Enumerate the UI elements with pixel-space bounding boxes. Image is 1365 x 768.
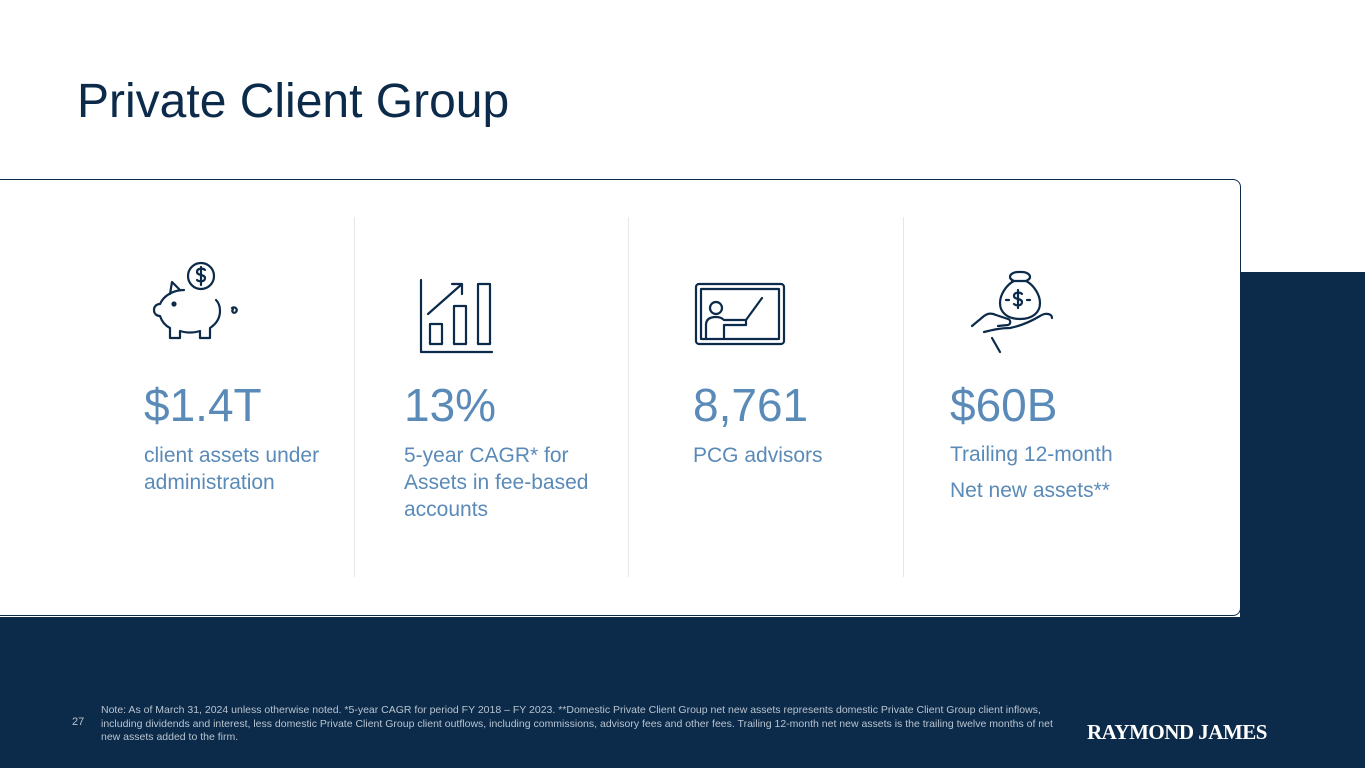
stat-label-line: client assets under <box>144 444 320 467</box>
stat-label-line: PCG advisors <box>693 444 823 467</box>
stat-value: $1.4T <box>144 379 262 431</box>
stat-value: 8,761 <box>693 379 809 431</box>
navy-band-bottom <box>0 617 1365 768</box>
stat-label-line: accounts <box>404 498 489 521</box>
stat-label-line: Net new assets** <box>950 479 1110 502</box>
growth-chart-icon <box>419 278 494 354</box>
piggy-bank-icon <box>152 261 238 340</box>
stat-label-line: administration <box>144 471 275 494</box>
money-bag-hand-icon <box>970 270 1054 354</box>
stat-label: 5-year CAGR* for Assets in fee-based acc… <box>404 442 588 523</box>
raymond-james-logo: RAYMOND JAMES <box>1087 720 1267 744</box>
column-divider <box>354 217 355 577</box>
column-divider <box>628 217 629 577</box>
presenter-board-icon <box>694 282 786 346</box>
stat-label-line: Trailing 12-month <box>950 443 1113 466</box>
column-divider <box>903 217 904 577</box>
stat-label-line: 5-year CAGR* for <box>404 444 569 467</box>
footnote: Note: As of March 31, 2024 unless otherw… <box>101 704 1053 743</box>
stats-card <box>0 179 1241 616</box>
stat-value: 13% <box>404 379 497 431</box>
page-title: Private Client Group <box>77 75 510 128</box>
navy-band-right <box>1240 272 1365 617</box>
stat-label: Trailing 12-month Net new assets** <box>950 437 1113 509</box>
page-number: 27 <box>72 716 85 728</box>
stat-value: $60B <box>950 379 1058 431</box>
stat-label: client assets under administration <box>144 442 319 496</box>
stat-label: PCG advisors <box>693 442 823 469</box>
stat-label-line: Assets in fee-based <box>404 471 589 494</box>
